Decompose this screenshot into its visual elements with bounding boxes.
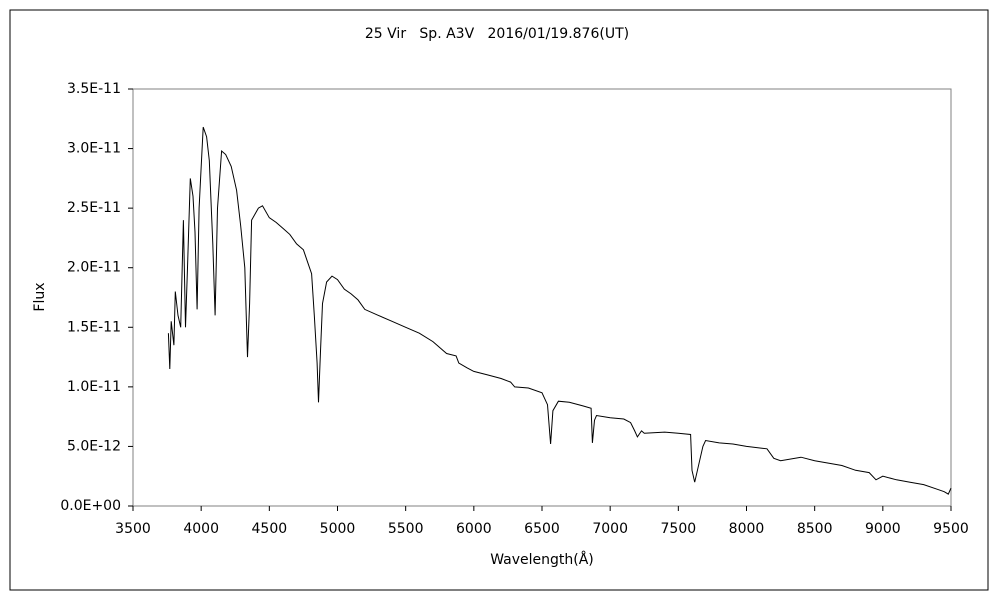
x-tick-label: 4500 bbox=[252, 521, 288, 537]
x-axis-label: Wavelength(Å) bbox=[490, 551, 594, 568]
x-tick-label: 8000 bbox=[729, 521, 765, 537]
x-tick-label: 9000 bbox=[865, 521, 901, 537]
x-tick-label: 5500 bbox=[388, 521, 424, 537]
y-tick-label: 2.5E-11 bbox=[67, 200, 121, 216]
y-tick-label: 3.5E-11 bbox=[67, 81, 121, 97]
x-tick-label: 9500 bbox=[933, 521, 969, 537]
x-tick-label: 7000 bbox=[592, 521, 628, 537]
spectrum-line bbox=[167, 126, 952, 495]
y-tick-label: 2.0E-11 bbox=[67, 260, 121, 276]
x-tick-label: 7500 bbox=[661, 521, 697, 537]
y-axis-label: Flux bbox=[32, 282, 48, 311]
chart-title: 25 Vir Sp. A3V 2016/01/19.876(UT) bbox=[365, 26, 629, 42]
x-tick-label: 8500 bbox=[797, 521, 833, 537]
plot-area bbox=[132, 88, 952, 507]
x-tick-label: 4000 bbox=[183, 521, 219, 537]
y-tick-label: 0.0E+00 bbox=[60, 498, 121, 514]
y-tick-label: 5.0E-12 bbox=[67, 438, 121, 454]
y-tick-label: 1.0E-11 bbox=[67, 379, 121, 395]
x-tick-label: 3500 bbox=[115, 521, 151, 537]
x-tick-label: 5000 bbox=[320, 521, 356, 537]
y-tick-label: 3.0E-11 bbox=[67, 141, 121, 157]
x-tick-label: 6500 bbox=[524, 521, 560, 537]
x-tick-label: 6000 bbox=[456, 521, 492, 537]
y-tick-label: 1.5E-11 bbox=[67, 319, 121, 335]
